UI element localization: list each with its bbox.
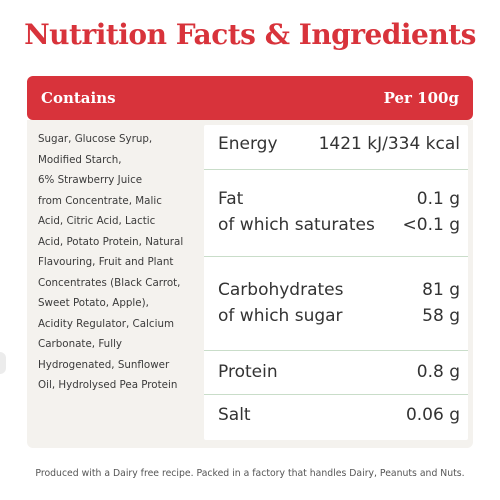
ingredient-line: Oil, Hydrolysed Pea Protein	[38, 379, 178, 391]
fat-row: Fat 0.1 g of which saturates <0.1 g	[218, 186, 460, 238]
energy-row: Energy 1421 kJ/334 kcal	[218, 131, 460, 157]
protein-label: Protein	[218, 362, 278, 382]
ingredient-line: Sweet Potato, Apple),	[38, 297, 149, 309]
divider	[204, 169, 468, 170]
ingredient-line: Flavouring, Fruit and Plant	[38, 256, 174, 268]
nutrition-table: Energy 1421 kJ/334 kcal Fat 0.1 g of whi…	[204, 125, 468, 440]
edge-marker	[0, 352, 6, 374]
fat-value: 0.1 g	[416, 189, 460, 209]
per-100g-label: Per 100g	[383, 89, 459, 107]
carbohydrates-label: Carbohydrates	[218, 280, 344, 300]
carbohydrates-row: Carbohydrates 81 g of which sugar 58 g	[218, 277, 460, 329]
sugar-value: 58 g	[422, 306, 460, 326]
ingredient-line: Acid, Citric Acid, Lactic	[38, 215, 156, 227]
protein-row: Protein 0.8 g	[218, 359, 460, 385]
ingredient-line: 6% Strawberry Juice	[38, 174, 143, 186]
ingredient-line: Carbonate, Fully	[38, 338, 123, 350]
energy-value: 1421 kJ/334 kcal	[318, 134, 460, 154]
page-title: Nutrition Facts & Ingredients	[24, 18, 476, 51]
salt-value: 0.06 g	[405, 405, 460, 425]
salt-label: Salt	[218, 405, 251, 425]
ingredient-line: Sugar, Glucose Syrup,	[38, 133, 153, 145]
ingredient-line: Modified Starch,	[38, 153, 122, 166]
ingredient-line: Hydrogenated, Sunflower	[38, 358, 170, 371]
footer-note: Produced with a Dairy free recipe. Packe…	[35, 468, 465, 479]
contains-label: Contains	[41, 89, 116, 107]
ingredient-line: from Concentrate, Malic	[38, 194, 162, 207]
ingredient-line: Acid, Potato Protein, Natural	[38, 235, 184, 248]
divider	[204, 350, 468, 351]
table-header: Contains Per 100g	[27, 76, 473, 120]
protein-value: 0.8 g	[416, 362, 460, 382]
sugar-label: of which sugar	[218, 306, 343, 326]
salt-row: Salt 0.06 g	[218, 402, 460, 428]
ingredients-list: Sugar, Glucose Syrup, Modified Starch, 6…	[38, 129, 198, 396]
ingredient-line: Acidity Regulator, Calcium	[38, 317, 175, 330]
fat-label: Fat	[218, 189, 244, 209]
saturates-label: of which saturates	[218, 215, 375, 235]
saturates-value: <0.1 g	[402, 215, 460, 235]
carbohydrates-value: 81 g	[422, 280, 460, 300]
energy-label: Energy	[218, 134, 278, 154]
ingredient-line: Concentrates (Black Carrot,	[38, 276, 181, 289]
divider	[204, 256, 468, 257]
divider	[204, 394, 468, 395]
